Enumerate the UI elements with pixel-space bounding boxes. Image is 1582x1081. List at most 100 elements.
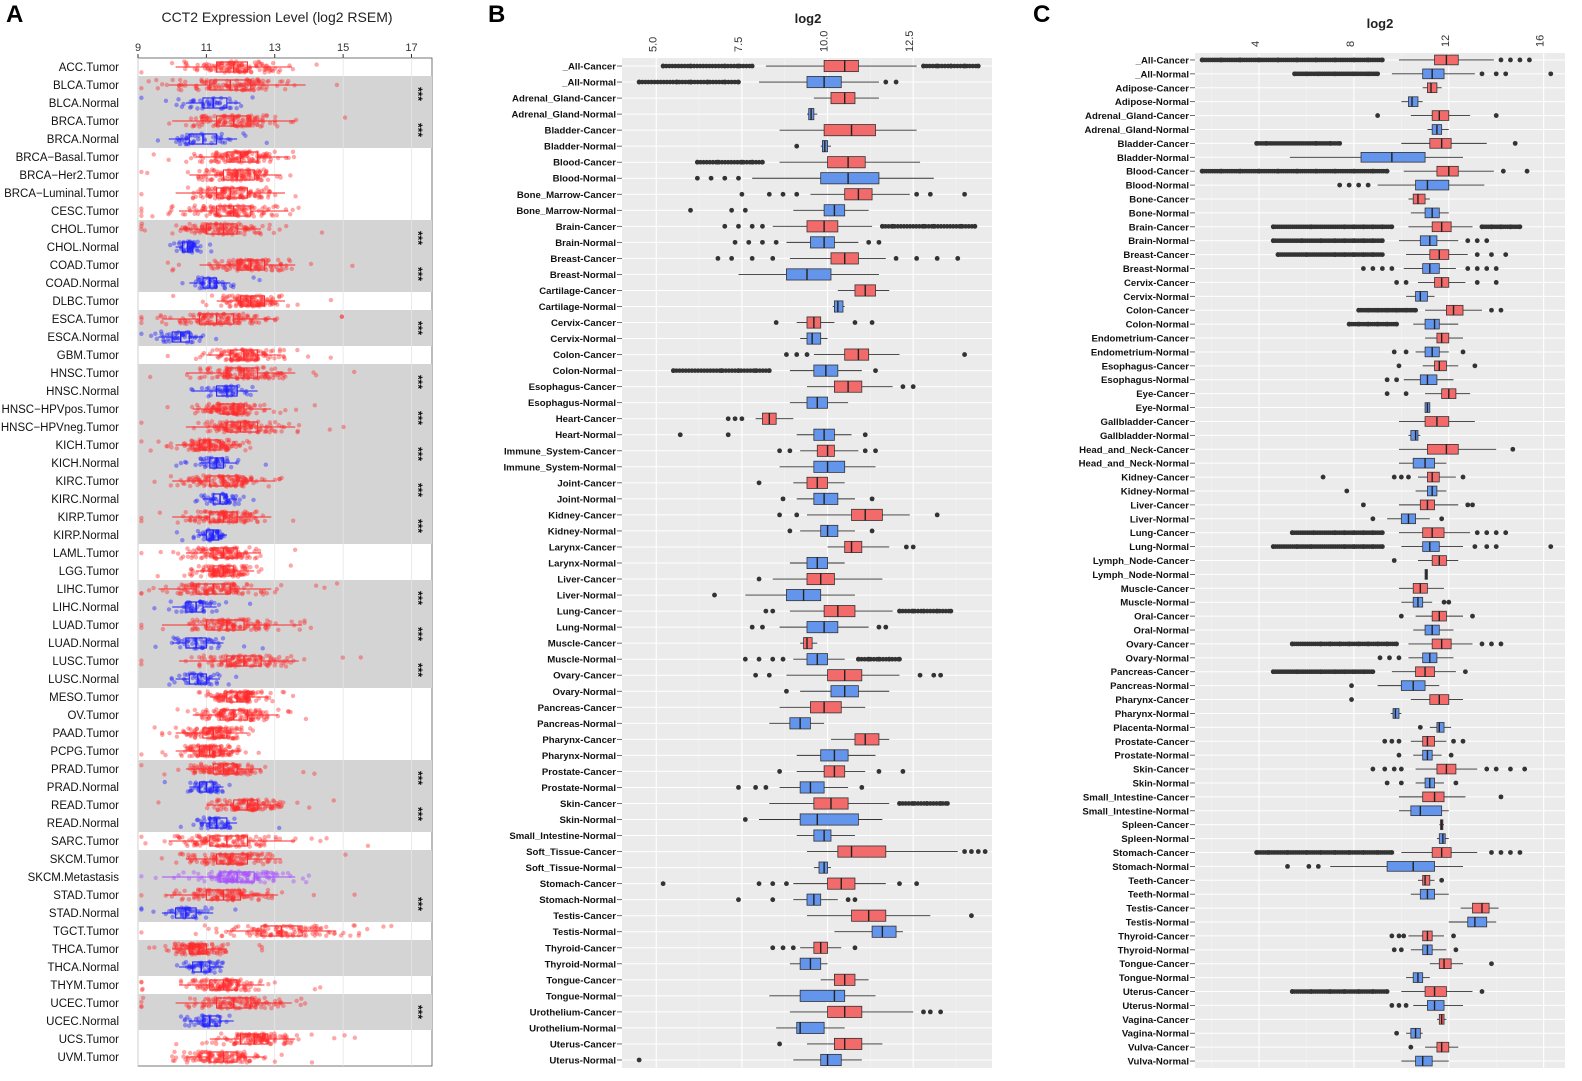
jitter-point: [200, 440, 205, 446]
jitter-point: [222, 286, 228, 291]
jitter-point: [222, 373, 227, 378]
jitter-point: [269, 895, 275, 901]
jitter-point: [248, 445, 253, 451]
jitter-point: [197, 168, 202, 174]
jitter-point: [199, 77, 204, 82]
jitter-point: [253, 709, 258, 714]
jitter-point: [230, 152, 236, 158]
jitter-point: [277, 836, 283, 841]
jitter-point: [212, 79, 218, 84]
jitter-point: [216, 64, 221, 70]
jitter-point: [245, 421, 251, 427]
jitter-point: [182, 573, 187, 578]
jitter-point: [210, 852, 215, 857]
jitter-point: [234, 211, 240, 216]
jitter-point: [259, 86, 265, 91]
jitter-point: [322, 585, 327, 590]
jitter-point: [224, 61, 230, 66]
jitter-point: [244, 617, 249, 622]
jitter-point: [262, 70, 267, 75]
jitter-point: [233, 156, 239, 161]
jitter-point: [192, 770, 198, 775]
jitter-point: [184, 132, 190, 138]
jitter-point: [270, 60, 276, 66]
jitter-point: [224, 83, 229, 89]
jitter-point: [208, 159, 214, 164]
jitter-point: [254, 509, 259, 514]
jitter-point: [197, 98, 203, 103]
jitter-point: [170, 914, 175, 920]
jitter-point: [210, 82, 215, 88]
jitter-point: [257, 174, 263, 180]
jitter-point: [207, 211, 213, 217]
jitter-point: [175, 551, 181, 556]
jitter-point: [208, 194, 213, 199]
significance-marker: ***: [411, 519, 425, 533]
jitter-point: [227, 105, 232, 111]
jitter-point: [245, 404, 251, 409]
jitter-point: [205, 838, 210, 843]
jitter-point: [236, 207, 242, 212]
jitter-point: [246, 172, 252, 177]
jitter-point: [199, 122, 205, 128]
jitter-point: [230, 189, 236, 195]
jitter-point: [251, 87, 256, 93]
jitter-point: [295, 302, 300, 307]
jitter-point: [230, 623, 236, 629]
jitter-point: [185, 554, 191, 559]
jitter-point: [247, 193, 252, 199]
jitter-point: [237, 657, 242, 662]
jitter-point: [198, 555, 204, 561]
jitter-point: [260, 365, 266, 370]
jitter-point: [253, 592, 259, 597]
jitter-point: [270, 699, 275, 704]
jitter-point: [240, 311, 246, 316]
jitter-point: [234, 65, 239, 71]
jitter-point: [202, 80, 207, 85]
jitter-point: [204, 693, 209, 698]
jitter-point: [254, 176, 260, 182]
jitter-point: [165, 353, 170, 359]
jitter-point: [174, 734, 180, 739]
jitter-point: [228, 117, 234, 122]
jitter-point: [175, 520, 180, 525]
row-label: BLCA.Normal: [49, 98, 119, 110]
jitter-point: [202, 445, 207, 451]
jitter-point: [193, 462, 198, 468]
jitter-point: [151, 152, 156, 157]
jitter-point: [235, 82, 240, 88]
jitter-point: [168, 599, 173, 604]
row-label: KICH.Tumor: [56, 440, 120, 452]
significance-marker: ***: [411, 231, 425, 245]
jitter-point: [204, 78, 209, 83]
jitter-point: [255, 258, 260, 263]
jitter-point: [208, 177, 214, 182]
jitter-point: [202, 493, 207, 498]
jitter-point: [204, 302, 209, 308]
jitter-point: [220, 622, 225, 627]
jitter-point: [243, 750, 248, 755]
jitter-point: [255, 64, 260, 69]
jitter-point: [192, 123, 197, 129]
jitter-point: [182, 212, 188, 217]
jitter-point: [145, 170, 150, 176]
jitter-point: [244, 121, 250, 126]
jitter-point: [223, 189, 228, 195]
jitter-point: [195, 475, 201, 481]
jitter-point: [259, 195, 264, 200]
jitter-point: [203, 591, 208, 596]
jitter-point: [259, 178, 264, 183]
jitter-point: [224, 67, 230, 73]
jitter-point: [223, 83, 229, 88]
jitter-point: [219, 258, 225, 264]
jitter-point: [176, 97, 181, 102]
jitter-point: [225, 210, 230, 215]
jitter-point: [201, 113, 207, 119]
jitter-point: [233, 83, 238, 88]
jitter-point: [290, 149, 296, 155]
jitter-point: [217, 85, 222, 90]
jitter-point: [226, 173, 231, 178]
jitter-point: [162, 839, 167, 844]
jitter-point: [239, 206, 244, 212]
jitter-point: [239, 121, 245, 126]
